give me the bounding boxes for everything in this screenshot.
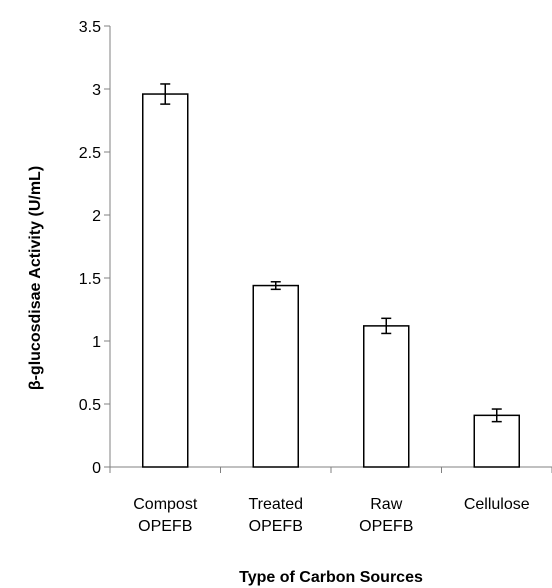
y-tick-label: 0 (92, 460, 101, 477)
bar (142, 93, 189, 468)
bar (473, 414, 520, 468)
bar (252, 284, 299, 468)
x-category-label: Treated (248, 496, 303, 513)
y-tick-label: 1 (92, 334, 101, 351)
x-axis-title: Type of Carbon Sources (239, 569, 423, 586)
y-tick-label: 0.5 (79, 397, 101, 414)
plot-area: 0 0.5 1 1.5 2 2.5 3 3.5 Compost OPEFB Treated OPEFB… (79, 19, 552, 535)
bar (363, 325, 410, 468)
x-category-label: Raw (370, 496, 402, 513)
x-category-label: Compost (133, 496, 198, 513)
y-tick-label: 2.5 (79, 145, 101, 162)
x-category-label: OPEFB (359, 518, 413, 535)
y-tick-label: 1.5 (79, 271, 101, 288)
y-tick-label: 2 (92, 208, 101, 225)
x-category-label: OPEFB (249, 518, 303, 535)
x-category-label: OPEFB (138, 518, 192, 535)
y-tick-label: 3 (92, 82, 101, 99)
x-category-label: Cellulose (464, 496, 530, 513)
y-axis-title: β-glucosdisae Activity (U/mL) (27, 166, 44, 390)
y-tick-label: 3.5 (79, 19, 101, 36)
